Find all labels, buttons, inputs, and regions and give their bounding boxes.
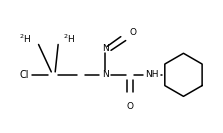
Text: O: O (126, 102, 133, 111)
Text: Cl: Cl (19, 70, 29, 80)
Text: $^2$H: $^2$H (63, 32, 75, 45)
Text: O: O (130, 28, 137, 37)
Text: N: N (102, 70, 109, 79)
Text: $^2$H: $^2$H (19, 32, 32, 45)
Text: NH: NH (145, 70, 159, 79)
Text: N: N (102, 44, 109, 53)
